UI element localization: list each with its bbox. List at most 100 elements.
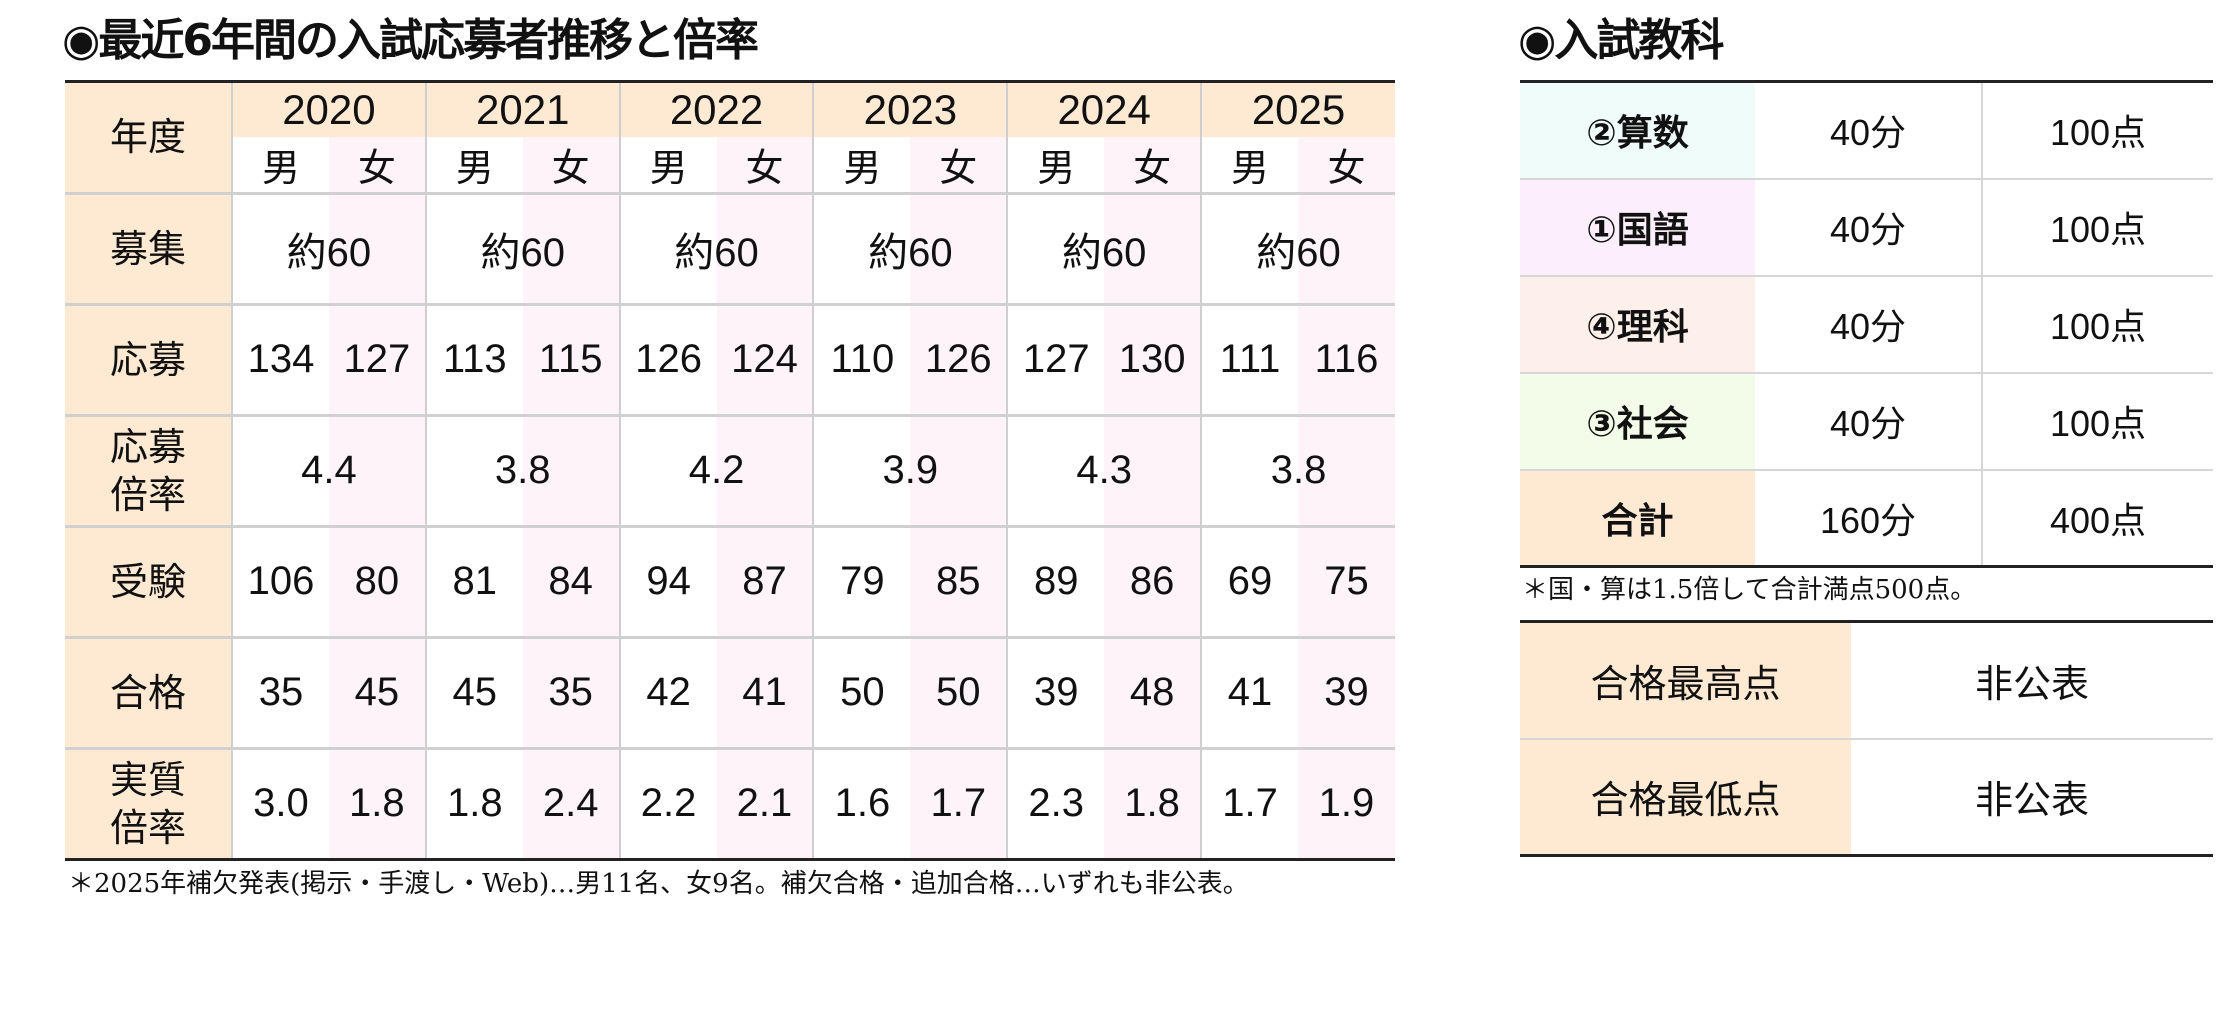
- female-header: 女: [522, 136, 620, 193]
- male-value: 35: [231, 635, 329, 748]
- score-value: 非公表: [1851, 737, 2213, 856]
- row-label: 実質倍率: [65, 746, 232, 859]
- merged-value: 3.8: [424, 413, 620, 526]
- male-value: 79: [812, 524, 911, 637]
- row-applicants: 応募 134 127 113 115 126 124 110 126 127 130 111 116: [65, 302, 1395, 415]
- exam-footnote: ＊2025年補欠発表(掲示・手渡し・Web)…男11名、女9名。補欠合格・追加合…: [68, 869, 1249, 899]
- subject-name: ④理科: [1520, 274, 1755, 373]
- female-value: 85: [910, 524, 1008, 637]
- row-label: 応募: [65, 302, 232, 415]
- female-value: 45: [328, 635, 426, 748]
- male-value: 41: [1200, 635, 1298, 748]
- merged-value: 約60: [1006, 191, 1202, 304]
- male-value: 50: [812, 635, 911, 748]
- subject-name: ②算数: [1520, 81, 1755, 179]
- score-table: 合格最高点 非公表 合格最低点 非公表: [1520, 620, 2213, 857]
- exam-history-title: ◉最近6年間の入試応募者推移と倍率: [62, 15, 759, 66]
- subject-time: 160分: [1755, 468, 1982, 567]
- male-value: 3.0: [231, 746, 329, 859]
- female-header: 女: [910, 136, 1008, 193]
- subject-time: 40分: [1755, 371, 1982, 470]
- merged-value: 4.2: [618, 413, 814, 526]
- female-header: 女: [1104, 136, 1202, 193]
- subjects-table: ②算数 40分 100点 ①国語 40分 100点 ④理科 40分 100点 ③社会 40分 100点…: [1520, 80, 2213, 568]
- female-header: 女: [1297, 136, 1395, 193]
- subject-points: 400点: [1981, 468, 2213, 567]
- subject-points: 100点: [1981, 274, 2213, 373]
- female-value: 84: [522, 524, 620, 637]
- year-header: 2023: [812, 81, 1008, 137]
- male-value: 1.6: [812, 746, 911, 859]
- male-value: 89: [1006, 524, 1105, 637]
- merged-value: 4.4: [231, 413, 426, 526]
- female-value: 124: [716, 302, 814, 415]
- female-value: 80: [328, 524, 426, 637]
- male-value: 134: [231, 302, 329, 415]
- female-value: 41: [716, 635, 814, 748]
- merged-value: 約60: [1200, 191, 1395, 304]
- row-recruit: 募集 約60 約60 約60 約60 約60 約60: [65, 191, 1395, 304]
- merged-value: 3.8: [1200, 413, 1395, 526]
- female-value: 87: [716, 524, 814, 637]
- subject-points: 100点: [1981, 81, 2213, 179]
- row-passed: 合格 35 45 45 35 42 41 50 50 39 48 41 39: [65, 635, 1395, 748]
- subject-points: 100点: [1981, 177, 2213, 276]
- male-value: 69: [1200, 524, 1298, 637]
- year-header: 2020: [231, 81, 426, 137]
- female-value: 127: [328, 302, 426, 415]
- female-value: 130: [1104, 302, 1202, 415]
- male-value: 81: [424, 524, 523, 637]
- female-value: 2.4: [522, 746, 620, 859]
- male-value: 1.8: [424, 746, 523, 859]
- female-header: 女: [328, 136, 426, 193]
- score-label: 合格最低点: [1520, 737, 1851, 856]
- female-value: 2.1: [716, 746, 814, 859]
- subject-name: ③社会: [1520, 371, 1755, 470]
- year-header: 2021: [424, 81, 620, 137]
- header-label: 年度: [65, 81, 232, 193]
- subjects-title: ◉入試教科: [1518, 15, 1724, 66]
- gender-header-row: 男女男女男女男女男女男女: [65, 136, 1395, 193]
- female-value: 116: [1297, 302, 1395, 415]
- female-value: 1.7: [910, 746, 1008, 859]
- female-value: 1.8: [1104, 746, 1202, 859]
- year-header: 2024: [1006, 81, 1202, 137]
- score-value: 非公表: [1974, 661, 2089, 706]
- male-value: 2.3: [1006, 746, 1105, 859]
- merged-value: 約60: [231, 191, 426, 304]
- merged-value: 約60: [618, 191, 814, 304]
- row-app_ratio: 応募倍率 4.4 3.8 4.2 3.9 4.3 3.8: [65, 413, 1395, 526]
- subject-row: 合計 160分 400点: [1520, 468, 2213, 567]
- male-value: 110: [812, 302, 911, 415]
- subjects-footnote: ＊国・算は1.5倍して合計満点500点。: [1522, 575, 1977, 605]
- male-header: 男: [812, 136, 911, 193]
- female-value: 1.9: [1297, 746, 1395, 859]
- female-value: 48: [1104, 635, 1202, 748]
- merged-value: 4.3: [1006, 413, 1202, 526]
- male-value: 111: [1200, 302, 1298, 415]
- male-value: 39: [1006, 635, 1105, 748]
- male-header: 男: [618, 136, 717, 193]
- subject-time: 40分: [1755, 177, 1982, 276]
- male-value: 113: [424, 302, 523, 415]
- male-value: 2.2: [618, 746, 717, 859]
- male-value: 106: [231, 524, 329, 637]
- subject-time: 40分: [1755, 274, 1982, 373]
- year-header: 2022: [618, 81, 814, 137]
- applicant-history-table: 年度 2020 2021 2022 2023 2024 2025 男女男女男女男女男女男女募集…: [65, 80, 1395, 861]
- female-value: 126: [910, 302, 1008, 415]
- subject-name: 合計: [1520, 468, 1755, 567]
- subject-row: ③社会 40分 100点: [1520, 371, 2213, 470]
- subject-time: 40分: [1829, 112, 1907, 154]
- male-header: 男: [1006, 136, 1105, 193]
- subject-points: 100点: [1981, 371, 2213, 470]
- male-value: 45: [424, 635, 523, 748]
- merged-value: 約60: [812, 191, 1008, 304]
- row-label: 受験: [65, 524, 232, 637]
- female-value: 115: [522, 302, 620, 415]
- year-header-row: 年度 2020 2021 2022 2023 2024 2025: [65, 81, 1395, 193]
- row-label: 応募倍率: [65, 413, 232, 526]
- row-label: 合格: [65, 635, 232, 748]
- female-value: 75: [1297, 524, 1395, 637]
- male-header: 男: [424, 136, 523, 193]
